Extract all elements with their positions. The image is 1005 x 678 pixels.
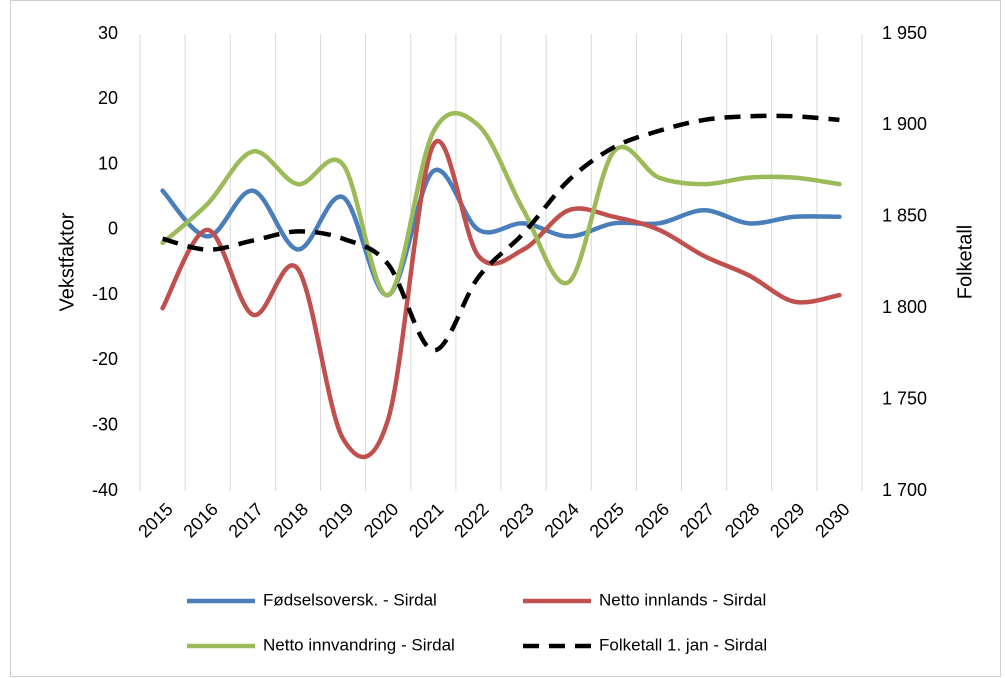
series-line — [160, 139, 842, 460]
y-axis-title: Vekstfaktor — [56, 212, 78, 311]
y2-tick-label: 1 750 — [882, 388, 927, 408]
y-tick-label: -30 — [92, 414, 118, 434]
y2-tick-label: 1 800 — [882, 297, 927, 317]
legend-label: Fødselsoversk. - Sirdal — [263, 590, 437, 609]
y-tick-label: 10 — [98, 153, 118, 173]
series-line — [160, 167, 842, 298]
y-tick-label: -20 — [92, 349, 118, 369]
y-tick-label: -40 — [92, 480, 118, 500]
chart-frame — [10, 0, 1001, 677]
y-tick-label: 30 — [98, 23, 118, 43]
y2-axis-title: Folketall — [954, 225, 976, 299]
y2-tick-label: 1 850 — [882, 206, 927, 226]
y2-tick-label: 1 700 — [882, 480, 927, 500]
y-tick-label: 0 — [108, 219, 118, 239]
series-line — [160, 111, 842, 298]
y2-tick-label: 1 950 — [882, 23, 927, 43]
y-tick-label: 20 — [98, 88, 118, 108]
legend-label: Netto innvandring - Sirdal — [263, 635, 455, 654]
legend-label: Netto innlands - Sirdal — [599, 590, 766, 609]
y-tick-label: -10 — [92, 284, 118, 304]
y2-tick-label: 1 900 — [882, 114, 927, 134]
legend-label: Folketall 1. jan - Sirdal — [599, 635, 767, 654]
